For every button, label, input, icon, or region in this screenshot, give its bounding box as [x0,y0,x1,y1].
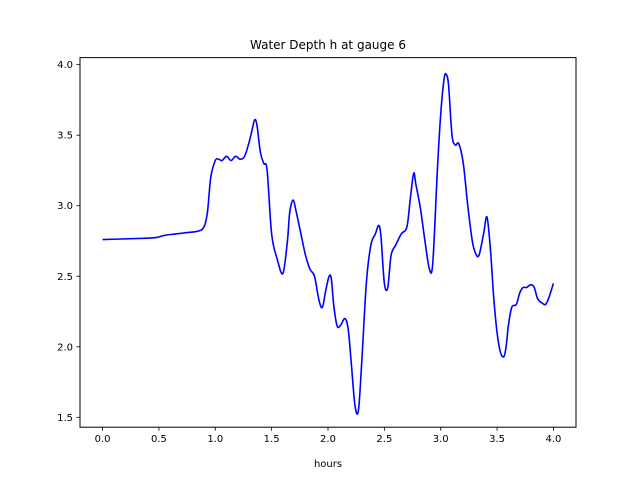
y-axis-ticks: 1.5 2.0 2.5 3.0 3.5 4.0 [57,60,80,424]
x-axis-ticks: 0.0 0.5 1.0 1.5 2.0 2.5 3.0 3.5 4.0 [95,427,562,445]
y-tick-label: 3.5 [57,131,73,142]
x-tick-label: 0.0 [95,434,111,445]
x-tick-label: 4.0 [546,434,562,445]
chart-title: Water Depth h at gauge 6 [250,38,406,52]
x-tick-label: 3.0 [433,434,449,445]
x-tick-label: 3.5 [489,434,505,445]
plot-frame [79,57,577,428]
series-line [102,72,555,415]
y-tick-label: 1.5 [57,413,73,424]
y-tick-label: 2.0 [57,342,73,353]
plot-area [102,72,555,415]
x-tick-label: 1.0 [207,434,223,445]
x-tick-label: 1.5 [264,434,280,445]
x-tick-label: 0.5 [151,434,167,445]
x-tick-label: 2.0 [320,434,336,445]
x-axis-label: hours [314,459,342,470]
y-tick-label: 4.0 [57,60,73,71]
x-tick-label: 2.5 [376,434,392,445]
y-tick-label: 3.0 [57,201,73,212]
y-tick-label: 2.5 [57,272,73,283]
